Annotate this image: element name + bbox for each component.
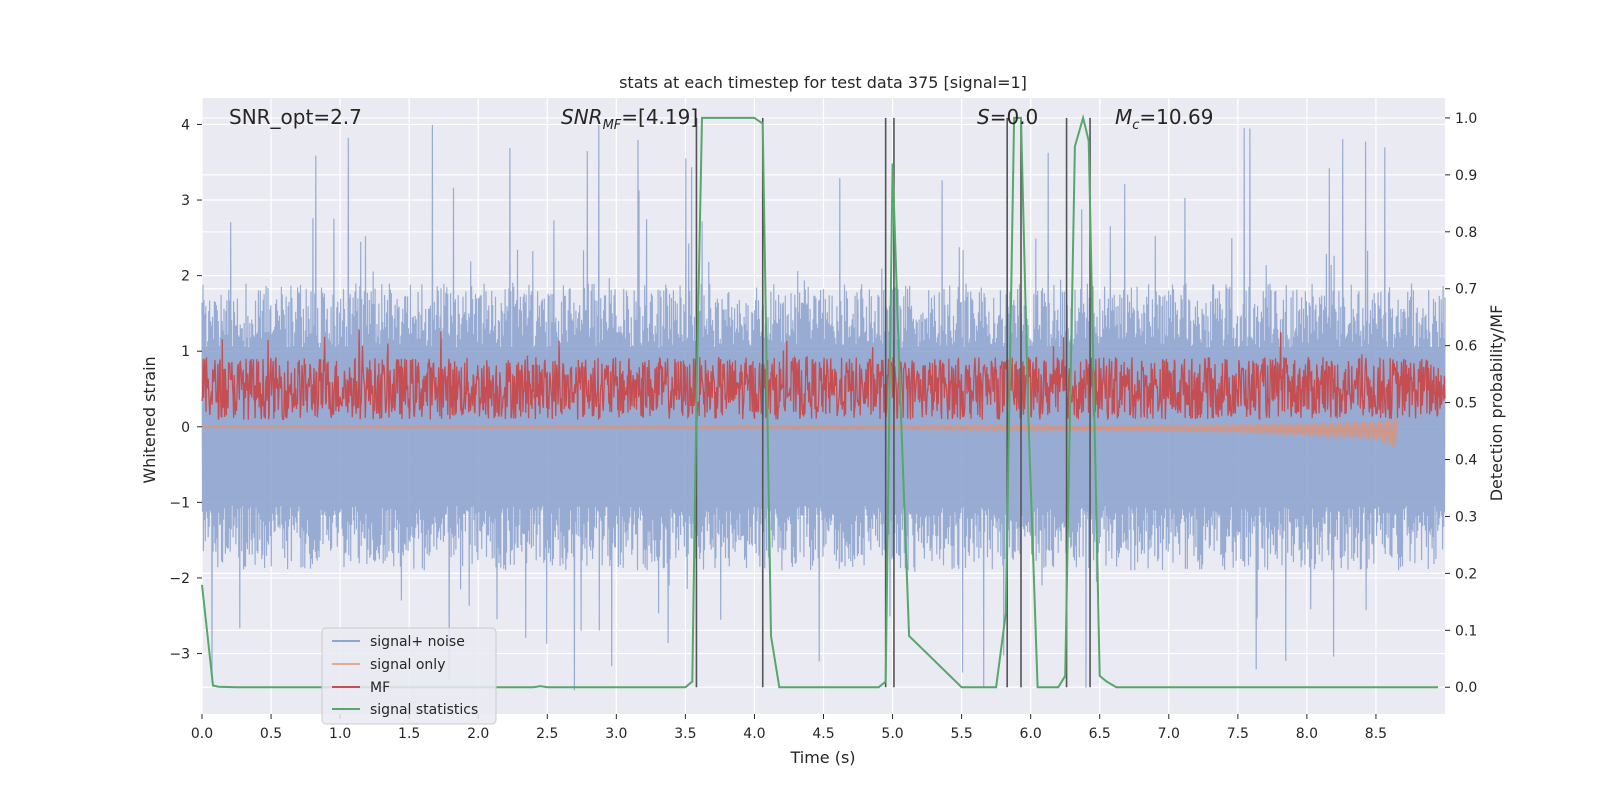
x-tick-label: 7.0 xyxy=(1158,726,1180,742)
x-tick-label: 1.0 xyxy=(329,726,351,742)
x-tick-label: 6.5 xyxy=(1089,726,1111,742)
y-axis-label-right: Detection probability/MF xyxy=(1487,305,1506,502)
legend-label-signal-noise: signal+ noise xyxy=(370,634,465,650)
x-tick-label: 8.5 xyxy=(1365,726,1387,742)
x-tick-label: 2.5 xyxy=(536,726,558,742)
x-ticks: 0.0 0.5 1.0 1.5 2.0 2.5 3.0 3.5 4.0 4.5 5.0 5.5 6.0 6… xyxy=(191,714,1387,742)
legend-label-mf: MF xyxy=(370,680,390,696)
x-tick-label: 4.5 xyxy=(812,726,834,742)
legend: signal+ noise signal only MF signal stat… xyxy=(321,627,497,725)
y-tick-label-right: 0.5 xyxy=(1455,396,1477,412)
y-tick-label-left: −2 xyxy=(169,571,190,587)
y-tick-label-right: 0.1 xyxy=(1455,623,1477,639)
x-tick-label: 4.0 xyxy=(743,726,765,742)
y-tick-label-left: 4 xyxy=(181,117,190,133)
y-tick-label-left: −3 xyxy=(169,647,190,663)
x-tick-label: 3.5 xyxy=(674,726,696,742)
legend-box xyxy=(321,627,497,725)
annotation-mc: Mc=10.69 xyxy=(1115,105,1213,133)
signal-noise-line xyxy=(201,124,1446,691)
y-tick-label-right: 0.4 xyxy=(1455,453,1477,469)
mf-series xyxy=(201,329,1446,421)
y-tick-label-right: 1.0 xyxy=(1455,111,1477,127)
y-tick-label-left: 2 xyxy=(181,269,190,285)
x-tick-label: 0.0 xyxy=(191,726,213,742)
legend-label-signal-statistics: signal statistics xyxy=(370,702,478,718)
y-tick-label-right: 0.0 xyxy=(1455,680,1477,696)
y-tick-label-right: 0.7 xyxy=(1455,282,1477,298)
annotation-s: S=0.0 xyxy=(977,105,1038,129)
annotation-snr-mf: SNRMF=[4.19] xyxy=(561,105,698,133)
signal-noise-series xyxy=(201,124,1446,691)
vertical-markers xyxy=(695,117,1091,688)
x-tick-label: 2.0 xyxy=(467,726,489,742)
x-tick-label: 1.5 xyxy=(398,726,420,742)
x-tick-label: 8.0 xyxy=(1296,726,1318,742)
x-tick-label: 5.0 xyxy=(881,726,903,742)
y-tick-label-right: 0.6 xyxy=(1455,339,1477,355)
y-tick-label-right: 0.9 xyxy=(1455,168,1477,184)
x-tick-label: 6.0 xyxy=(1020,726,1042,742)
y-tick-label-left: 0 xyxy=(181,420,190,436)
y-ticks-right: 1.0 0.9 0.8 0.7 0.6 0.5 0.4 0.3 0.2 0.1 0.0 xyxy=(1445,111,1477,696)
y-tick-label-right: 0.8 xyxy=(1455,225,1477,241)
y-tick-label-right: 0.3 xyxy=(1455,509,1477,525)
annotation-snr-opt: SNR_opt=2.7 xyxy=(229,105,362,129)
mf-line xyxy=(201,329,1446,421)
x-tick-label: 0.5 xyxy=(260,726,282,742)
signal-only-series xyxy=(201,418,1398,448)
y-tick-label-right: 0.2 xyxy=(1455,566,1477,582)
y-axis-label-left: Whitened strain xyxy=(140,356,159,483)
y-tick-label-left: 3 xyxy=(181,193,190,209)
x-axis-label: Time (s) xyxy=(789,748,855,767)
legend-label-signal-only: signal only xyxy=(370,657,445,673)
x-tick-label: 3.0 xyxy=(605,726,627,742)
signal-statistics-series xyxy=(201,114,1439,689)
chart-title: stats at each timestep for test data 375… xyxy=(619,73,1027,92)
y-tick-label-left: 1 xyxy=(181,344,190,360)
y-tick-label-left: −1 xyxy=(169,495,190,511)
y-ticks-left: 4 3 2 1 0 −1 −2 −3 xyxy=(169,117,202,663)
x-tick-label: 7.5 xyxy=(1227,726,1249,742)
signal-statistics-line xyxy=(201,114,1439,689)
signal-only-line xyxy=(201,418,1398,448)
x-tick-label: 5.5 xyxy=(950,726,972,742)
